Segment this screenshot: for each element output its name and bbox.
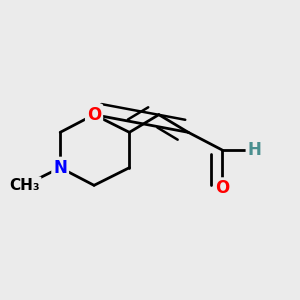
Text: O: O [87, 106, 101, 124]
Text: O: O [215, 179, 229, 197]
Text: H: H [248, 141, 262, 159]
Text: N: N [53, 159, 67, 177]
Text: CH₃: CH₃ [10, 178, 40, 193]
